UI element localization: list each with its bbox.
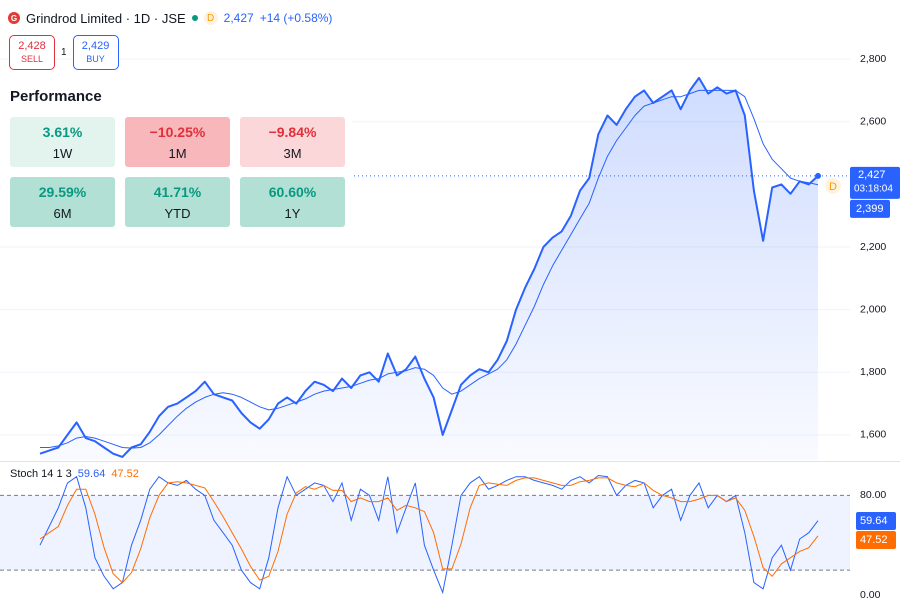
performance-panel: Performance 3.61% 1W −10.25% 1M −9.84% 3M 29.5… (0, 84, 352, 232)
performance-period: 1Y (284, 205, 301, 221)
performance-period: 1W (52, 145, 73, 161)
trade-buttons: 2,428 SELL 1 2,429 BUY (9, 35, 119, 70)
price-line (39, 76, 819, 458)
performance-tile[interactable]: 3.61% 1W (10, 117, 115, 167)
y-tick-label: 0.00 (860, 589, 881, 600)
logo: G (8, 12, 20, 24)
last-price: 2,427 (223, 11, 254, 25)
y-tick-label: 80.00 (860, 489, 886, 501)
ma-price-box (850, 199, 890, 218)
value-box (856, 512, 896, 530)
indicator-legend: Stoch 14 1 3 59.64 47.52 (10, 468, 139, 480)
sell-button[interactable]: 2,428 SELL (9, 35, 55, 70)
performance-value: −10.25% (149, 123, 206, 140)
y-tick-label: 2,600 (860, 116, 886, 128)
indicator-name: Stoch 14 1 3 (10, 468, 72, 480)
performance-tile[interactable]: 29.59% 6M (10, 177, 115, 227)
y-tick-label: 2,800 (860, 53, 886, 65)
dividend-marker (825, 177, 841, 194)
buy-price: 2,429 (81, 39, 110, 52)
dividend-marker-label: D (829, 181, 837, 193)
buy-button[interactable]: 2,429 BUY (72, 35, 119, 70)
performance-value: 29.59% (38, 183, 87, 200)
area-fill (40, 77, 818, 461)
stoch-d-line (39, 477, 819, 584)
symbol-title[interactable]: Grindrod Limited · 1D · JSE (26, 10, 186, 26)
performance-period: YTD (164, 205, 191, 221)
performance-value: −9.84% (268, 123, 317, 140)
y-tick-label: 1,600 (860, 429, 886, 441)
performance-period: 3M (283, 145, 302, 161)
moving-average-line (40, 89, 819, 449)
legend-value: 47.52 (111, 468, 139, 480)
ma-price-label: 2,399 (856, 203, 884, 215)
performance-tile[interactable]: −9.84% 3M (240, 117, 345, 167)
status-badge: D (203, 11, 218, 25)
performance-grid: 3.61% 1W −10.25% 1M −9.84% 3M 29.59% 6M 41.71% YT… (10, 117, 345, 227)
quantity: 1 (61, 47, 67, 58)
y-tick-label: 2,200 (860, 241, 886, 253)
stoch-k-line (39, 474, 819, 595)
performance-tile[interactable]: −10.25% 1M (125, 117, 230, 167)
value-box-label: 47.52 (860, 534, 888, 546)
band-fill (0, 495, 850, 571)
performance-value: 60.60% (268, 183, 317, 200)
performance-title: Performance (10, 88, 102, 105)
header: G Grindrod Limited · 1D · JSE D 2,427 +1… (8, 8, 332, 28)
countdown: 03:18:04 (854, 184, 893, 195)
performance-tile[interactable]: 60.60% 1Y (240, 177, 345, 227)
market-dot (191, 15, 198, 21)
legend-value: 59.64 (78, 468, 106, 480)
value-box-label: 59.64 (860, 515, 888, 527)
y-tick-label: 1,800 (860, 366, 886, 378)
price-change: +14 (+0.58%) (259, 11, 333, 25)
buy-label: BUY (86, 53, 105, 64)
performance-period: 1M (168, 145, 187, 161)
performance-period: 6M (53, 205, 72, 221)
sell-label: SELL (20, 53, 44, 64)
performance-value: 3.61% (42, 123, 83, 140)
sell-price: 2,428 (18, 39, 46, 52)
y-tick-label: 2,000 (860, 303, 886, 315)
last-price-box (850, 166, 900, 199)
performance-tile[interactable]: 41.71% YTD (125, 177, 230, 227)
last-price-label: 2,427 (858, 169, 886, 181)
value-box (856, 531, 896, 549)
performance-value: 41.71% (153, 183, 202, 200)
